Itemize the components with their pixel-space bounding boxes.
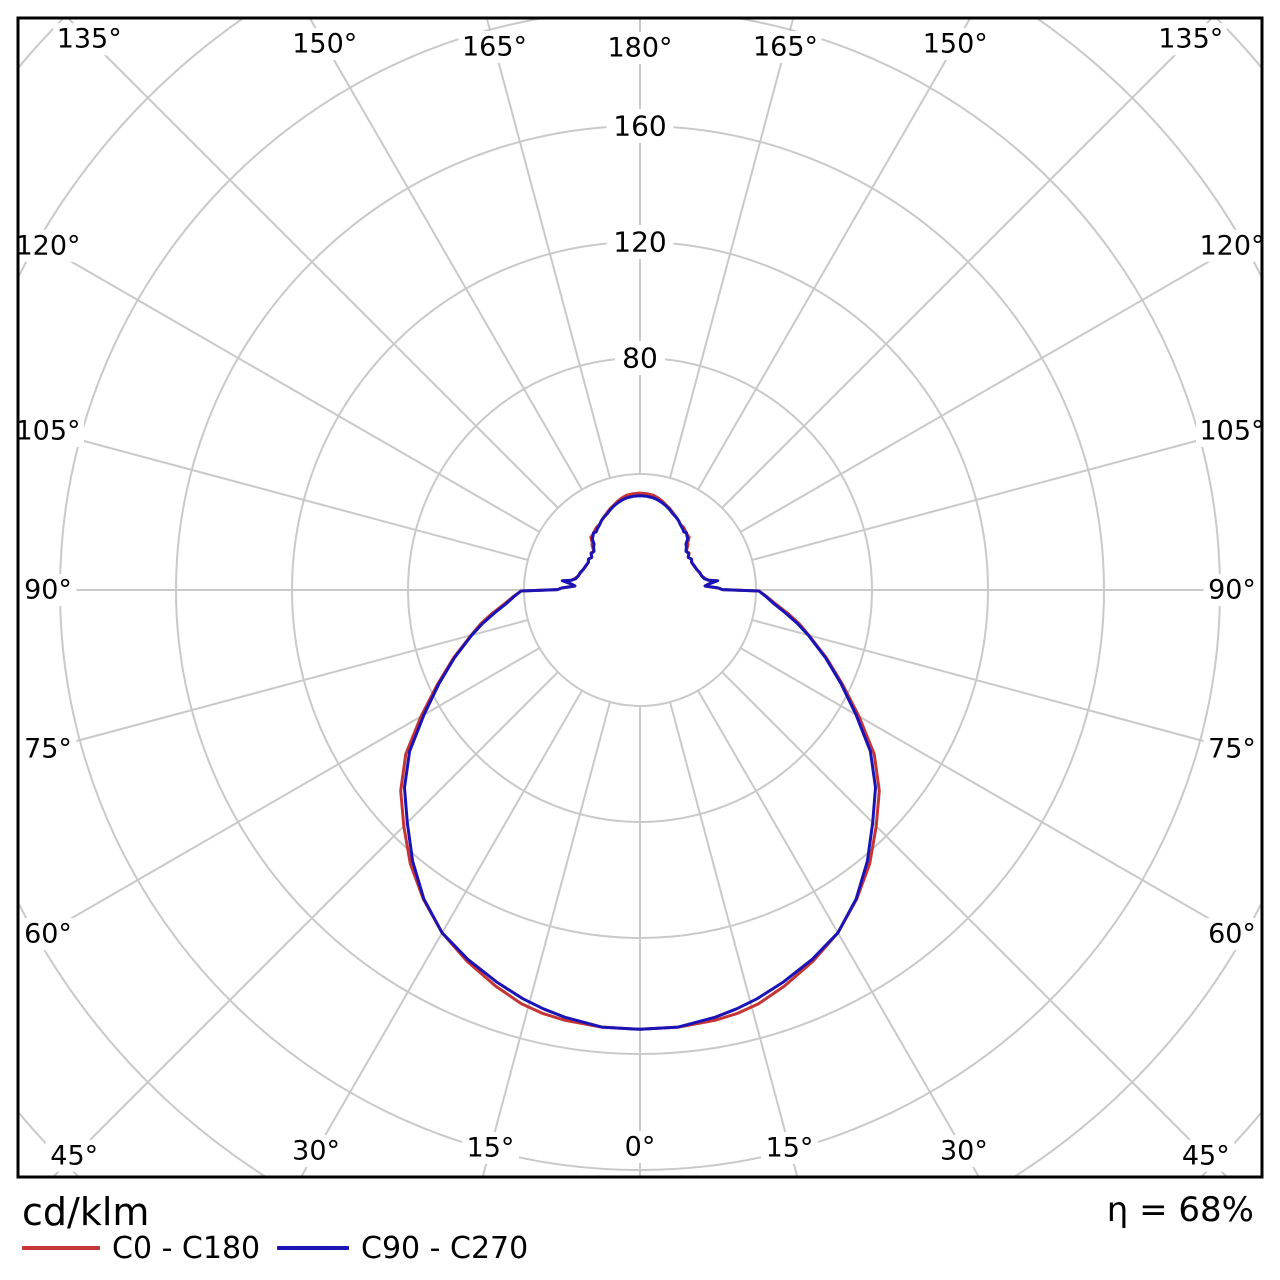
angle-label-90-left: 90° bbox=[24, 575, 72, 606]
angle-label-halo-15-left bbox=[461, 1132, 519, 1165]
angle-label-0: 0° bbox=[625, 1132, 656, 1163]
angle-label-halo-135-left bbox=[53, 23, 126, 56]
angle-label-halo-105-left bbox=[12, 415, 84, 448]
ring-label-160: 160 bbox=[613, 110, 666, 143]
angle-label-165: 165° bbox=[753, 31, 818, 62]
angle-label-15: 15° bbox=[766, 1133, 814, 1164]
angle-label-halo-120-left bbox=[12, 229, 84, 262]
ring-label-halo-160 bbox=[606, 109, 674, 143]
angle-label-halo-105 bbox=[1196, 415, 1268, 448]
grid-spoke-105-left bbox=[18, 422, 529, 561]
angle-label-halo-45-left bbox=[45, 1139, 103, 1172]
grid-spoke-120-left bbox=[18, 229, 541, 533]
angle-label-120-left: 120° bbox=[15, 230, 80, 261]
angle-label-105: 105° bbox=[1199, 416, 1264, 447]
grid-spoke-75 bbox=[751, 619, 1262, 758]
legend: C0 - C180 C90 - C270 bbox=[0, 1230, 1280, 1272]
angle-label-halo-90-left bbox=[19, 574, 77, 606]
legend-item-c90-c270: C90 - C270 bbox=[277, 1230, 529, 1266]
angle-label-halo-0 bbox=[619, 1131, 661, 1163]
grid-spoke-30-left bbox=[299, 689, 583, 1177]
ring-label-120: 120 bbox=[613, 226, 666, 259]
angle-label-60-left: 60° bbox=[24, 919, 72, 950]
angle-label-halo-120 bbox=[1196, 229, 1268, 262]
grid-spoke-30 bbox=[697, 689, 981, 1177]
angle-label-30: 30° bbox=[940, 1136, 988, 1167]
grid-spoke-15-left bbox=[481, 701, 611, 1177]
angle-label-150: 150° bbox=[923, 28, 988, 59]
angle-label-halo-30 bbox=[935, 1135, 993, 1168]
legend-line-blue-icon bbox=[277, 1246, 349, 1250]
angle-label-45-left: 45° bbox=[50, 1140, 98, 1171]
angle-label-halo-75 bbox=[1203, 732, 1261, 765]
grid-spoke-45-left bbox=[51, 671, 559, 1177]
grid-spoke-165-left bbox=[485, 18, 611, 479]
angle-label-90: 90° bbox=[1208, 575, 1256, 606]
angle-label-135-left: 135° bbox=[57, 24, 122, 55]
angle-label-15-left: 15° bbox=[467, 1133, 515, 1164]
angle-label-120: 120° bbox=[1199, 230, 1264, 261]
angle-label-165-left: 165° bbox=[462, 31, 527, 62]
curve-c90-c270 bbox=[403, 494, 877, 1031]
angle-label-75: 75° bbox=[1208, 733, 1256, 764]
ring-label-halo-80 bbox=[615, 341, 665, 375]
legend-label-c0-c180: C0 - C180 bbox=[112, 1230, 261, 1266]
grid-spoke-75-left bbox=[18, 619, 529, 758]
angle-label-60: 60° bbox=[1208, 919, 1256, 950]
grid-spoke-60 bbox=[739, 647, 1262, 951]
angle-label-halo-135 bbox=[1154, 23, 1227, 56]
grid-spoke-150 bbox=[697, 18, 972, 491]
angle-label-halo-150 bbox=[919, 27, 992, 60]
angle-label-150-left: 150° bbox=[292, 28, 357, 59]
angle-label-halo-60-left bbox=[19, 918, 77, 951]
angle-label-halo-90 bbox=[1203, 574, 1261, 606]
angle-label-halo-150-left bbox=[288, 27, 361, 60]
angle-label-halo-180 bbox=[604, 32, 676, 64]
angle-label-105-left: 105° bbox=[15, 416, 80, 447]
legend-item-c0-c180: C0 - C180 bbox=[22, 1230, 261, 1266]
angle-label-halo-30-left bbox=[287, 1135, 345, 1168]
grid-spoke-150-left bbox=[308, 18, 583, 491]
angle-label-halo-15 bbox=[761, 1132, 819, 1165]
grid-spoke-45 bbox=[721, 671, 1229, 1177]
ring-label-halo-120 bbox=[606, 225, 674, 259]
angle-label-halo-45 bbox=[1177, 1139, 1235, 1172]
efficiency-label: η = 68% bbox=[1106, 1190, 1254, 1230]
angle-label-30-left: 30° bbox=[292, 1136, 340, 1167]
angle-label-halo-60 bbox=[1203, 918, 1261, 951]
grid-spoke-105 bbox=[751, 422, 1262, 561]
angle-label-135: 135° bbox=[1158, 24, 1223, 55]
angle-label-75-left: 75° bbox=[24, 733, 72, 764]
ring-label-80: 80 bbox=[622, 342, 658, 375]
grid-spoke-165 bbox=[669, 18, 795, 479]
plot-border bbox=[16, 16, 1264, 1179]
grid-spoke-15 bbox=[669, 701, 799, 1177]
grid-spoke-60-left bbox=[18, 647, 541, 951]
grid-spoke-120 bbox=[739, 229, 1262, 533]
angle-label-180: 180° bbox=[607, 33, 672, 64]
legend-line-red-icon bbox=[22, 1246, 100, 1250]
units-label: cd/klm bbox=[22, 1190, 150, 1234]
angle-label-halo-165 bbox=[749, 30, 822, 63]
angle-label-halo-75-left bbox=[19, 732, 77, 765]
angle-label-45: 45° bbox=[1182, 1140, 1230, 1171]
angle-label-halo-165-left bbox=[458, 30, 531, 63]
legend-label-c90-c270: C90 - C270 bbox=[361, 1230, 529, 1266]
